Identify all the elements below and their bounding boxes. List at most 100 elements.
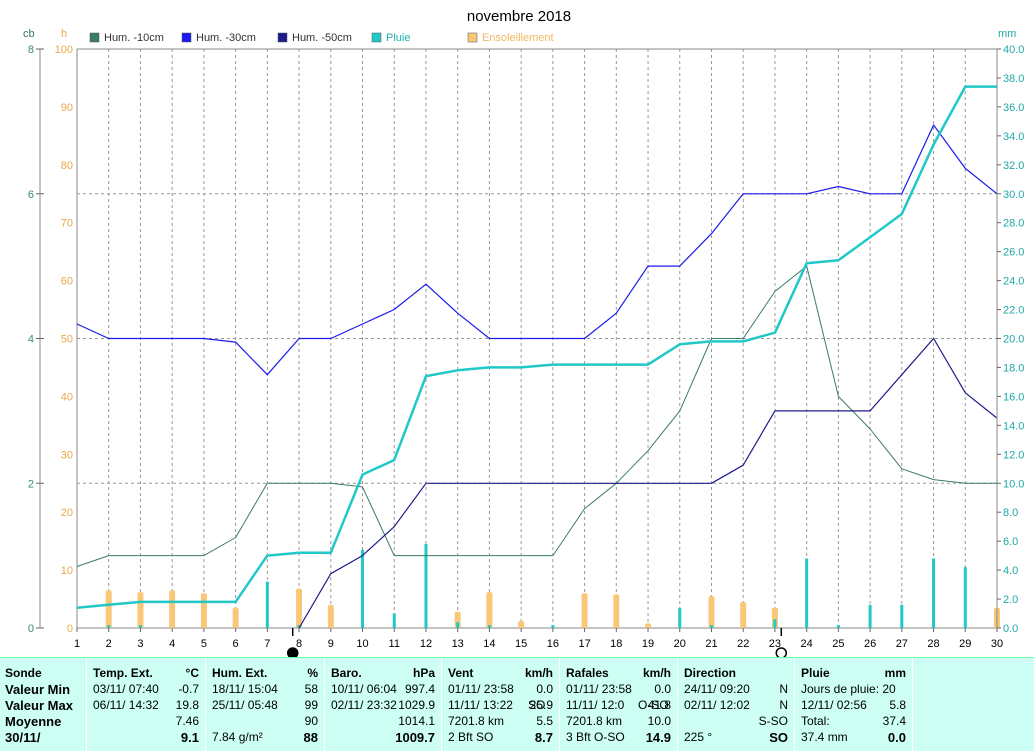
chart-area: novembre 2018 cb h mm Hum. -10cm Hum. -30… [23,8,1024,657]
stats-col-empty [914,658,1034,752]
h-tick-label: 30 [61,449,73,461]
day-tick-label: 9 [328,638,334,650]
stats-unit-temp: °C [185,666,199,680]
rain-bar [709,625,713,628]
day-tick-label: 10 [356,638,368,650]
day-tick-label: 23 [769,638,781,650]
stats-unit-pluie: mm [884,666,906,680]
day-tick-label: 18 [610,638,622,650]
day-tick-label: 24 [801,638,813,650]
sunshine-bar [296,588,303,628]
day-tick-label: 8 [296,638,302,650]
day-tick-label: 30 [991,638,1003,650]
rain-bar [265,581,269,628]
vent-distance: 7201.8 km [448,714,505,728]
chart-title: novembre 2018 [467,8,571,25]
vent-min-value: 0.0 [536,682,553,696]
sunshine-bar [169,590,176,628]
rafales-bft: 3 Bft O-SO [566,730,625,744]
mm-tick-label: 24.0 [1003,276,1024,288]
stats-col-temp: Temp. Ext. °C 03/11/ 07:40 -0.7 06/11/ 14:… [88,658,206,752]
stats-panel: Sonde Valeur Min Valeur Max Moyenne 30/1… [0,657,1034,752]
h-tick-label: 90 [61,102,73,114]
rain-bar [773,619,777,628]
mm-tick-label: 34.0 [1003,131,1024,143]
sunshine-bar [518,621,525,628]
rain-bar [932,558,936,628]
rain-bar [868,604,872,628]
day-tick-label: 25 [832,638,844,650]
stats-col-hum: Hum. Ext.% 18/11/ 15:04 58 25/11/ 05:48 99… [207,658,325,752]
rain-cumulative-line [76,85,997,609]
temp-avg-value: 7.46 [175,714,199,728]
sunshine-bar [740,601,747,628]
legend-swatch [467,32,478,43]
stats-col-vent: Vent km/h 01/11/ 23:58 0.0 11/11/ 13:22 SO 2… [443,658,560,752]
row-label-min: Valeur Min [5,682,71,697]
cb-tick-label: 4 [28,334,34,346]
baro-min-date: 10/11/ 06:04 [331,682,397,696]
stats-unit-vent: km/h [524,666,553,680]
mm-tick-label: 0.0 [1003,623,1018,635]
h-tick-label: 100 [55,44,73,56]
sunshine-bar [200,593,207,628]
vent-max-dir: SO [528,698,546,712]
direction-min-date: 24/11/ 09:20 [684,682,750,696]
vent-bft: 2 Bft SO [448,730,494,744]
day-tick-label: 15 [515,638,527,650]
mm-tick-label: 28.0 [1003,218,1024,230]
stats-header-rafales: Rafales [566,666,609,680]
mm-tick-label: 6.0 [1003,536,1018,548]
rain-bar [551,625,555,628]
row-label-date: 30/11/ [5,730,41,745]
vent-max-date: 11/11/ 13:22 [448,698,513,712]
sunshine-bar [105,590,112,628]
stats-col-pluie: Pluie mm Jours de pluie: 20 12/11/ 02:56 5… [796,658,913,752]
legend-label: Hum. -50cm [292,32,352,44]
h-tick-label: 80 [61,160,73,172]
day-tick-label: 12 [420,638,432,650]
sunshine-bar [327,604,334,628]
direction-min-value: N [779,682,788,696]
day-tick-label: 7 [264,638,270,650]
day-tick-label: 22 [737,638,749,650]
baro-max-value: 1029.9 [398,698,435,712]
stats-unit-rafales: km/h [642,666,671,680]
day-tick-label: 19 [642,638,654,650]
rain-bar [805,558,809,628]
rain-bar [424,544,428,628]
hum-abs-value: 7.84 g/m² [212,730,263,744]
baro-min-value: 997.4 [404,682,435,696]
h-tick-label: 0 [67,623,73,635]
mm-tick-label: 10.0 [1003,478,1024,490]
stats-header-baro: Baro. [331,666,362,680]
rafales-avg-value: 10.0 [647,714,671,728]
direction-max-date: 02/11/ 12:02 [684,698,750,712]
temp-current-value: 9.1 [180,730,199,745]
mm-tick-label: 22.0 [1003,305,1024,317]
rain-bar [107,625,111,628]
vent-min-date: 01/11/ 23:58 [448,682,514,696]
stats-col-baro: Baro. hPa 10/11/ 06:04 997.4 02/11/ 23:32 1… [326,658,442,752]
mm-tick-label: 18.0 [1003,362,1024,374]
stats-col-rafales: Rafales km/h 01/11/ 23:58 0.0 11/11/ 12:0 O… [561,658,678,752]
mm-tick-label: 20.0 [1003,334,1024,346]
day-tick-label: 29 [959,638,971,650]
pluie-month-total: 37.4 mm [801,730,848,744]
legend-label: Pluie [386,32,410,44]
pluie-rain-days: Jours de pluie: 20 [801,682,896,696]
mm-tick-label: 14.0 [1003,420,1024,432]
rain-bar [487,625,491,628]
legend: Hum. -10cm Hum. -30cm Hum. -50cm Pluie Ensol… [89,32,554,44]
new-moon-icon [286,647,299,657]
pluie-max-date: 12/11/ 02:56 [801,698,867,712]
day-tick-label: 1 [74,638,80,650]
mm-tick-label: 38.0 [1003,73,1024,85]
axis-unit-mm: mm [998,28,1016,40]
legend-swatch [89,32,100,43]
day-tick-label: 20 [674,638,686,650]
bar-layer [105,544,1000,628]
day-tick-label: 28 [927,638,939,650]
direction-max-value: N [779,698,788,712]
day-tick-label: 11 [389,638,400,650]
